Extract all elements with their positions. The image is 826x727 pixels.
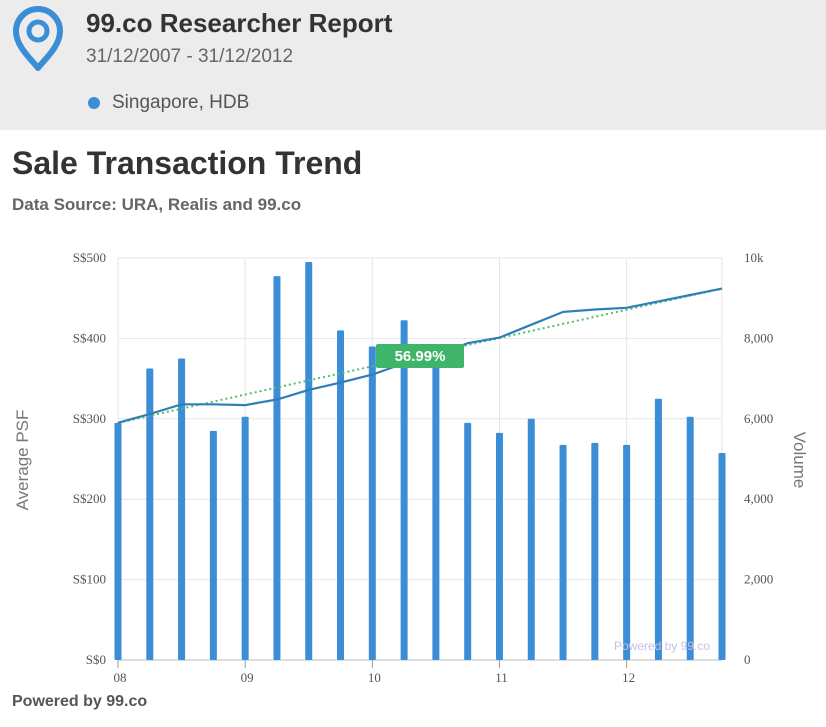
x-tick-label: 12 <box>622 670 635 685</box>
y-right-tick-label: 2,000 <box>744 572 773 587</box>
y-left-tick-label: S$200 <box>73 491 106 506</box>
x-tick-label: 11 <box>495 670 508 685</box>
data-source: Data Source: URA, Realis and 99.co <box>12 195 302 214</box>
volume-bar <box>718 452 726 660</box>
volume-bar <box>400 320 408 660</box>
y-right-tick-label: 10k <box>744 250 764 265</box>
volume-bar <box>146 368 154 660</box>
volume-bar <box>305 262 313 660</box>
date-range: 31/12/2007 - 31/12/2012 <box>86 46 294 67</box>
axis-ticks: S$0 S$100 S$200 S$300 S$400 S$500 0 2,000 4,000 6… <box>73 250 773 685</box>
volume-bar <box>559 444 567 660</box>
x-tick-label: 08 <box>114 670 127 685</box>
volume-bar <box>495 432 503 660</box>
report-title: 99.co Researcher Report <box>86 8 393 38</box>
y-left-tick-label: S$100 <box>73 572 106 587</box>
volume-bar <box>591 442 599 660</box>
x-tick-label: 09 <box>241 670 254 685</box>
y-right-tick-label: 6,000 <box>744 411 773 426</box>
y-left-tick-label: S$300 <box>73 411 106 426</box>
volume-bar <box>178 358 186 660</box>
section-title: Sale Transaction Trend <box>12 145 363 181</box>
volume-bar <box>527 418 535 660</box>
region-label: Singapore, HDB <box>112 92 250 113</box>
change-callout: 56.99% <box>376 344 464 368</box>
volume-bar <box>464 422 472 660</box>
report-header: 99.co Researcher Report 31/12/2007 - 31/… <box>0 0 826 130</box>
volume-bar <box>623 444 631 660</box>
change-callout-label: 56.99% <box>395 348 446 365</box>
volume-bar <box>114 422 122 660</box>
y-axis-right-title: Volume <box>790 432 809 489</box>
y-axis-left-title: Average PSF <box>13 410 32 511</box>
volume-bar <box>368 346 376 660</box>
map-pin-icon <box>13 6 63 71</box>
y-right-tick-label: 4,000 <box>744 491 773 506</box>
volume-bar <box>432 358 440 660</box>
volume-bar <box>273 276 281 660</box>
volume-bar <box>209 430 217 660</box>
region-legend: Singapore, HDB <box>88 92 249 114</box>
y-left-tick-label: S$400 <box>73 330 106 345</box>
y-right-tick-label: 8,000 <box>744 330 773 345</box>
trend-line <box>117 287 723 424</box>
y-left-tick-label: S$0 <box>86 652 106 667</box>
change-callout-bg <box>376 344 464 368</box>
y-left-tick-label: S$500 <box>73 250 106 265</box>
volume-bar <box>337 330 345 660</box>
chart-watermark: Powered by 99.co <box>614 639 710 653</box>
trend-line-path <box>117 287 723 424</box>
y-right-tick-label: 0 <box>744 652 751 667</box>
region-dot <box>88 97 100 109</box>
volume-bar <box>686 416 694 660</box>
volume-bars <box>114 262 726 660</box>
volume-bar <box>241 416 249 660</box>
x-tick-label: 10 <box>368 670 381 685</box>
volume-bar <box>654 398 662 660</box>
footer-credit: Powered by 99.co <box>12 693 148 710</box>
chart-grid <box>117 257 723 668</box>
